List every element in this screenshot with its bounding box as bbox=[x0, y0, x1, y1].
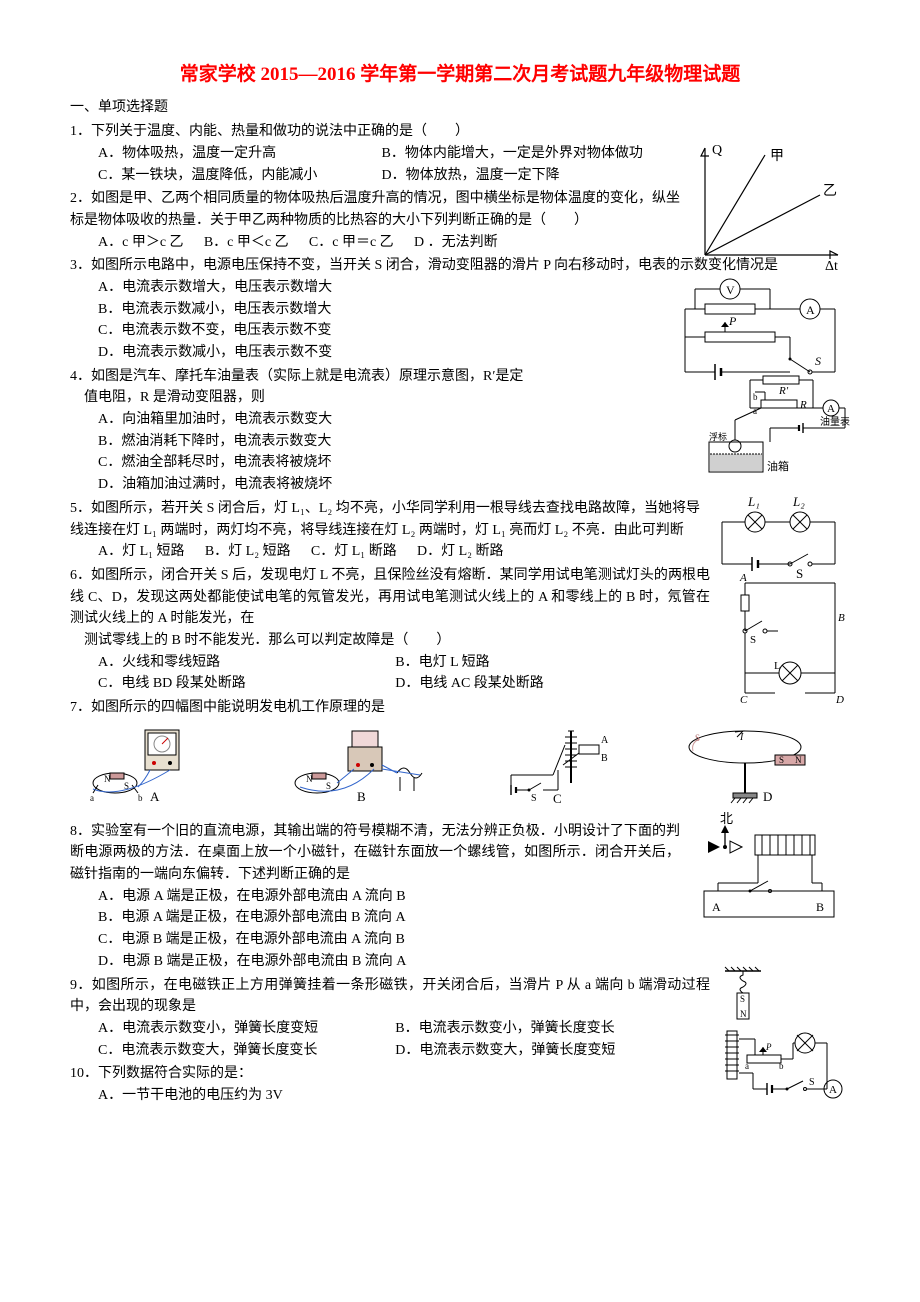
q5-opt-d: D．灯 L₂ 断路 bbox=[417, 541, 504, 563]
q3-opt-a: A．电流表示数增大，电压表示数增大 bbox=[98, 277, 650, 299]
q2-opt-b: B．c 甲＜c 乙 bbox=[204, 232, 289, 254]
svg-text:A: A bbox=[806, 303, 815, 317]
q7-fig-a: N S a b A bbox=[90, 725, 220, 805]
q7-fig-b: N S B bbox=[292, 725, 432, 805]
svg-text:P: P bbox=[728, 314, 737, 328]
svg-text:N: N bbox=[104, 774, 111, 784]
question-8: 北 A B 8．实验室有一个旧的 bbox=[70, 821, 850, 973]
q5-opt-b: B．灯 L₂ 短路 bbox=[205, 541, 291, 563]
svg-text:浮标: 浮标 bbox=[709, 431, 727, 442]
svg-text:S: S bbox=[740, 994, 745, 1004]
svg-text:S: S bbox=[695, 733, 700, 743]
q8-opt-c: C．电源 B 端是正极，在电源外部电流由 A 流向 B bbox=[98, 929, 680, 951]
svg-text:北: 北 bbox=[720, 811, 733, 826]
q4-opt-d: D．油箱加油过满时，电流表将被烧坏 bbox=[98, 474, 700, 496]
q3-stem: 3．如图所示电路中，电源电压保持不变，当开关 S 闭合，滑动变阻器的滑片 P 向… bbox=[70, 255, 850, 277]
q9-opt-c: C．电流表示数变大，弹簧长度变长 bbox=[98, 1040, 392, 1062]
question-10: 10．下列数据符合实际的是： A．一节干电池的电压约为 3V bbox=[70, 1063, 850, 1106]
q8-opt-d: D．电源 B 端是正极，在电源外部电流由 B 流向 A bbox=[98, 951, 680, 973]
svg-text:R′: R′ bbox=[778, 385, 789, 397]
q9-opt-a: A．电流表示数变小，弹簧长度变短 bbox=[98, 1018, 392, 1040]
svg-text:V: V bbox=[726, 283, 735, 297]
question-6: A B S L C D 6．如图所示，闭合开关 S 后 bbox=[70, 565, 850, 695]
svg-text:S: S bbox=[326, 781, 331, 791]
q1-opt-d: D．物体放热，温度一定下降 bbox=[382, 165, 560, 187]
question-5: L₁ L₂ S 5．如图所示，若开关 S 闭合后，灯 L₁、L₂ 均不亮，小华同… bbox=[70, 498, 850, 563]
q2-opt-a: A．c 甲＞c 乙 bbox=[98, 232, 184, 254]
q8-opt-b: B．电源 A 端是正极，在电源外部电流由 B 流向 A bbox=[98, 907, 680, 929]
svg-text:A: A bbox=[712, 900, 721, 914]
svg-text:A: A bbox=[601, 735, 609, 746]
svg-text:B: B bbox=[816, 900, 824, 914]
svg-text:A: A bbox=[150, 789, 160, 804]
q7-figures: N S a b A N S B bbox=[70, 719, 850, 811]
section-header: 一、单项选择题 bbox=[70, 97, 850, 119]
q6-opt-a: A．火线和零线短路 bbox=[98, 652, 392, 674]
q3-opt-d: D．电流表示数减小，电压表示数不变 bbox=[98, 342, 650, 364]
svg-text:R: R bbox=[799, 399, 807, 411]
svg-text:L₁: L₁ bbox=[747, 494, 760, 509]
exam-title: 常家学校 2015—2016 学年第一学期第二次月考试题九年级物理试题 bbox=[70, 60, 850, 89]
q4-figure: R′ R b a A 油量表 bbox=[705, 370, 850, 480]
q2-opt-c: C．c 甲＝c 乙 bbox=[309, 232, 394, 254]
question-7: 7．如图所示的四幅图中能说明发电机工作原理的是 N S a b A bbox=[70, 697, 850, 811]
question-4: R′ R b a A 油量表 bbox=[70, 366, 850, 496]
svg-text:D: D bbox=[763, 789, 772, 804]
svg-text:B: B bbox=[357, 789, 366, 804]
q5-opt-a: A．灯 L₁ 短路 bbox=[98, 541, 185, 563]
q1-opt-b: B．物体内能增大，一定是外界对物体做功 bbox=[382, 143, 643, 165]
svg-text:a: a bbox=[90, 793, 94, 803]
q6-figure: A B S L C D bbox=[730, 573, 850, 703]
q7-fig-d: S S N I D bbox=[685, 725, 830, 805]
svg-text:S: S bbox=[750, 634, 756, 646]
q1-opt-a: A．物体吸热，温度一定升高 bbox=[98, 143, 378, 165]
q2-y-label: Q bbox=[712, 143, 722, 158]
q4-opt-c: C．燃油全部耗尽时，电流表将被烧坏 bbox=[98, 452, 700, 474]
svg-text:N: N bbox=[740, 1009, 747, 1019]
q8-opt-a: A．电源 A 端是正极，在电源外部电流由 A 流向 B bbox=[98, 886, 680, 908]
q2-line2-label: 乙 bbox=[823, 183, 837, 199]
q1-opt-c: C．某一铁块，温度降低，内能减小 bbox=[98, 165, 378, 187]
q10-opt-a: A．一节干电池的电压约为 3V bbox=[98, 1085, 850, 1107]
svg-text:L: L bbox=[774, 660, 781, 672]
q6-opt-b: B．电灯 L 短路 bbox=[395, 652, 689, 674]
question-2: Q Δt 甲 乙 2．如图是甲、乙两个相同质量的物体吸热后温度升高的情况，图中横… bbox=[70, 188, 850, 253]
q4-opt-a: A．向油箱里加油时，电流表示数变大 bbox=[98, 409, 700, 431]
svg-text:油箱: 油箱 bbox=[767, 459, 789, 473]
svg-text:N: N bbox=[306, 774, 313, 784]
svg-text:L₂: L₂ bbox=[792, 494, 805, 509]
svg-text:A: A bbox=[827, 403, 835, 415]
question-9: S N a b P bbox=[70, 975, 850, 1062]
q2-opt-d: D ．无法判断 bbox=[414, 232, 498, 254]
q8-figure: 北 A B bbox=[690, 811, 850, 931]
question-3: V A P bbox=[70, 255, 850, 363]
q10-options: A．一节干电池的电压约为 3V bbox=[70, 1085, 850, 1107]
svg-text:油量表: 油量表 bbox=[820, 415, 850, 428]
q7-stem: 7．如图所示的四幅图中能说明发电机工作原理的是 bbox=[70, 697, 850, 719]
q2-figure: Q Δt 甲 乙 bbox=[690, 140, 850, 270]
q6-opt-c: C．电线 BD 段某处断路 bbox=[98, 673, 392, 695]
svg-text:N: N bbox=[795, 755, 802, 765]
q7-fig-c: A B S C bbox=[503, 725, 613, 805]
svg-text:S: S bbox=[531, 793, 537, 804]
svg-text:B: B bbox=[838, 612, 845, 624]
q10-stem: 10．下列数据符合实际的是： bbox=[70, 1063, 850, 1085]
svg-text:P: P bbox=[765, 1042, 772, 1052]
svg-text:B: B bbox=[601, 753, 608, 764]
q5-opt-c: C．灯 L₁ 断路 bbox=[311, 541, 397, 563]
svg-text:b: b bbox=[138, 793, 143, 803]
q3-opt-c: C．电流表示数不变，电压表示数不变 bbox=[98, 320, 650, 342]
svg-text:S: S bbox=[779, 755, 784, 765]
q2-line1-label: 甲 bbox=[770, 149, 784, 164]
svg-text:C: C bbox=[553, 791, 562, 805]
q9-opt-b: B．电流表示数变小，弹簧长度变长 bbox=[395, 1018, 689, 1040]
svg-text:A: A bbox=[739, 573, 747, 584]
q4-opt-b: B．燃油消耗下降时，电流表示数变大 bbox=[98, 431, 700, 453]
q3-opt-b: B．电流表示数减小，电压表示数增大 bbox=[98, 299, 650, 321]
q9-opt-d: D．电流表示数变大，弹簧长度变短 bbox=[395, 1040, 689, 1062]
svg-text:b: b bbox=[753, 392, 758, 402]
q6-opt-d: D．电线 AC 段某处断路 bbox=[395, 673, 689, 695]
